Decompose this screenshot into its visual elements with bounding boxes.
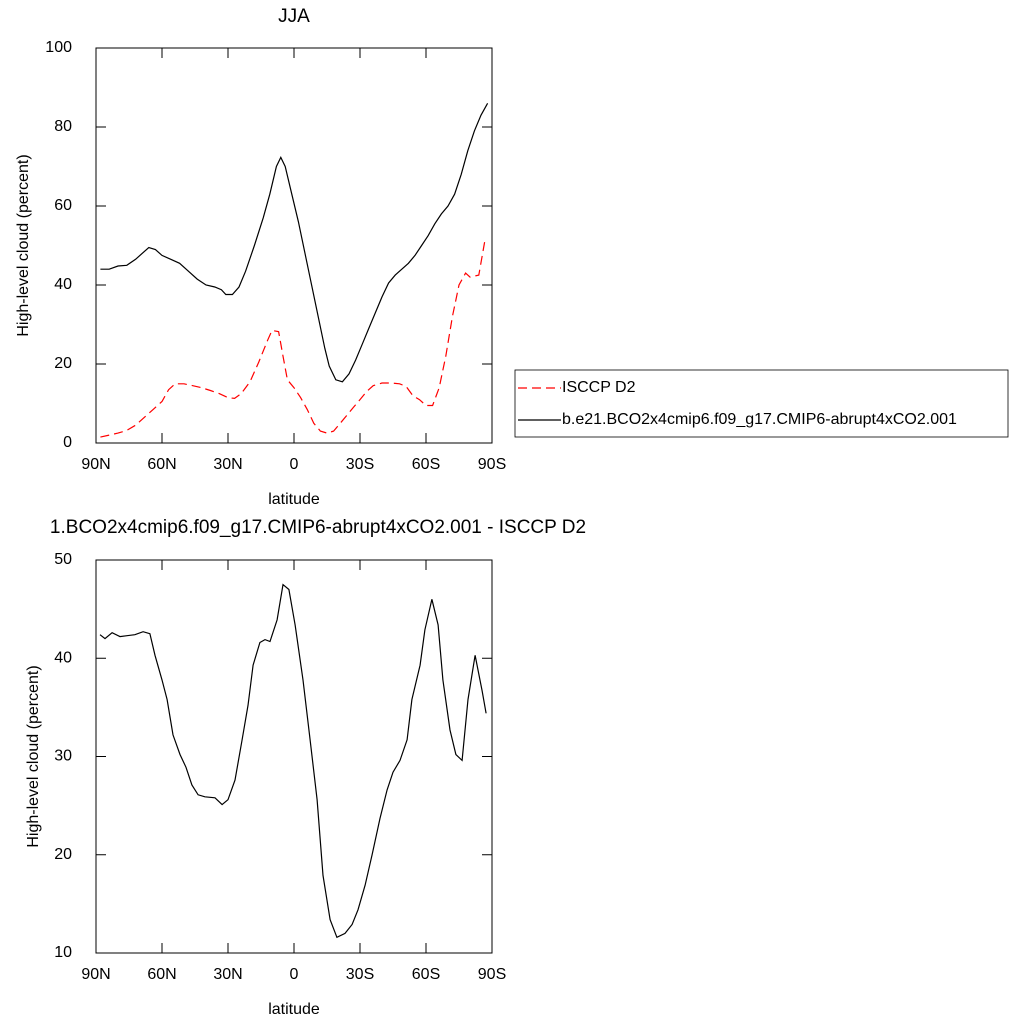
y-tick-label: 40: [54, 649, 72, 666]
x-tick-label: 60S: [412, 966, 440, 983]
x-tick-label: 60N: [147, 966, 176, 983]
y-tick-label: 30: [54, 748, 72, 765]
x-tick-label: 90S: [478, 456, 506, 473]
x-tick-label: 90N: [81, 456, 110, 473]
legend: ISCCP D2 b.e21.BCO2x4cmip6.f09_g17.CMIP6-…: [514, 369, 1009, 438]
plot-frame: [95, 47, 493, 444]
chart-title: JJA: [278, 6, 310, 27]
x-tick-label: 30S: [346, 456, 374, 473]
data-line: [100, 237, 486, 438]
x-axis-label: latitude: [268, 491, 320, 508]
y-tick-label: 60: [54, 197, 72, 214]
plot-frame: [95, 559, 493, 954]
y-axis-label: High-level cloud (percent): [15, 154, 32, 336]
x-tick-label: 60S: [412, 456, 440, 473]
y-axis-label: High-level cloud (percent): [25, 665, 42, 847]
x-tick-label: 30S: [346, 966, 374, 983]
y-tick-label: 10: [54, 944, 72, 961]
legend-label: ISCCP D2: [562, 379, 636, 396]
y-tick-label: 50: [54, 551, 72, 568]
y-tick-label: 20: [54, 355, 72, 372]
x-axis-label: latitude: [268, 1001, 320, 1018]
y-tick-label: 20: [54, 846, 72, 863]
data-line: [99, 583, 487, 939]
x-tick-label: 60N: [147, 456, 176, 473]
legend-label: b.e21.BCO2x4cmip6.f09_g17.CMIP6-abrupt4x…: [562, 411, 957, 428]
legend-box: [514, 369, 1009, 438]
x-tick-label: 0: [290, 456, 299, 473]
x-tick-label: 30N: [213, 966, 242, 983]
x-tick-label: 30N: [213, 456, 242, 473]
y-tick-label: 0: [63, 434, 72, 451]
data-line: [100, 103, 489, 383]
x-tick-label: 90N: [81, 966, 110, 983]
x-tick-label: 90S: [478, 966, 506, 983]
y-tick-label: 40: [54, 276, 72, 293]
y-tick-label: 80: [54, 118, 72, 135]
y-tick-label: 100: [45, 39, 72, 56]
x-tick-label: 0: [290, 966, 299, 983]
chart-title: 1.BCO2x4cmip6.f09_g17.CMIP6-abrupt4xCO2.…: [50, 517, 586, 538]
